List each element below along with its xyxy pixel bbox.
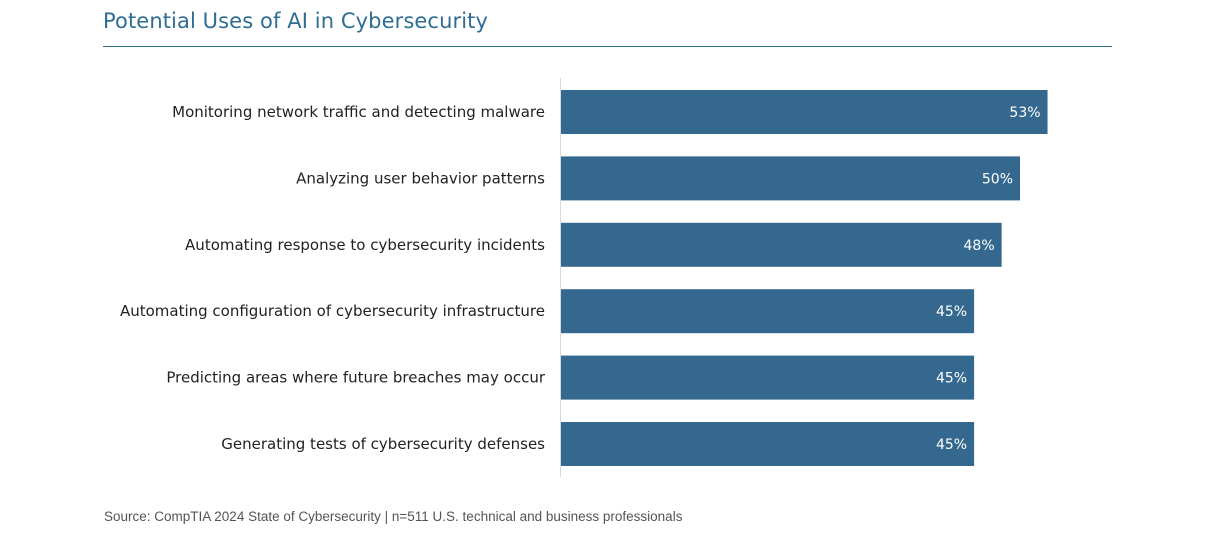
bar (561, 289, 975, 334)
bar (561, 355, 975, 400)
bar (561, 156, 1020, 201)
category-label: Predicting areas where future breaches m… (166, 369, 545, 387)
category-label: Monitoring network traffic and detecting… (172, 103, 545, 121)
data-label: 50% (982, 171, 1013, 187)
data-label: 53% (1009, 105, 1040, 121)
data-label: 45% (936, 437, 967, 453)
bar (561, 90, 1048, 134)
category-label: Analyzing user behavior patterns (296, 169, 545, 187)
data-label: 48% (964, 238, 995, 254)
category-label: Automating response to cybersecurity inc… (185, 236, 545, 254)
chart-title: Potential Uses of AI in Cybersecurity (103, 9, 489, 33)
category-label: Automating configuration of cybersecurit… (120, 302, 545, 320)
category-label: Generating tests of cybersecurity defens… (221, 435, 545, 453)
title-divider (103, 46, 1112, 47)
bar (561, 422, 975, 466)
data-label: 45% (936, 304, 967, 320)
data-label: 45% (936, 371, 967, 387)
source-note: Source: CompTIA 2024 State of Cybersecur… (104, 509, 683, 524)
bar (561, 222, 1002, 267)
